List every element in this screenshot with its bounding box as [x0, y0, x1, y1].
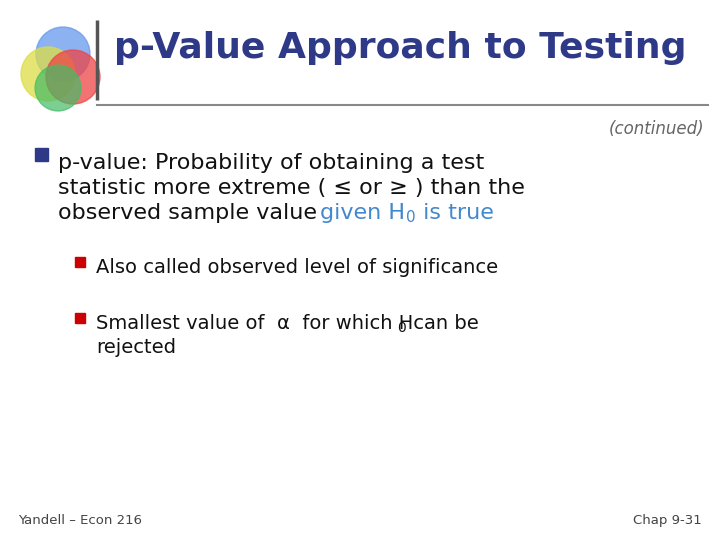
- Text: p-value: Probability of obtaining a test: p-value: Probability of obtaining a test: [58, 153, 485, 173]
- Circle shape: [36, 27, 90, 81]
- Text: given H: given H: [320, 203, 405, 223]
- Text: Yandell – Econ 216: Yandell – Econ 216: [18, 514, 142, 527]
- Text: observed sample value: observed sample value: [58, 203, 324, 223]
- Text: (continued): (continued): [608, 120, 704, 138]
- Text: Also called observed level of significance: Also called observed level of significan…: [96, 258, 498, 277]
- Circle shape: [21, 47, 75, 101]
- Text: statistic more extreme ( ≤ or ≥ ) than the: statistic more extreme ( ≤ or ≥ ) than t…: [58, 178, 525, 198]
- Circle shape: [35, 65, 81, 111]
- Text: can be: can be: [407, 314, 479, 333]
- Text: Smallest value of  α  for which H: Smallest value of α for which H: [96, 314, 413, 333]
- Circle shape: [46, 50, 100, 104]
- Text: p-Value Approach to Testing: p-Value Approach to Testing: [114, 31, 686, 65]
- Text: 0: 0: [406, 210, 415, 225]
- Text: 0: 0: [397, 321, 406, 335]
- Bar: [75, 257, 85, 267]
- Bar: [75, 313, 85, 323]
- Text: rejected: rejected: [96, 338, 176, 357]
- Text: is true: is true: [416, 203, 494, 223]
- Bar: [35, 148, 48, 161]
- Text: Chap 9-31: Chap 9-31: [634, 514, 702, 527]
